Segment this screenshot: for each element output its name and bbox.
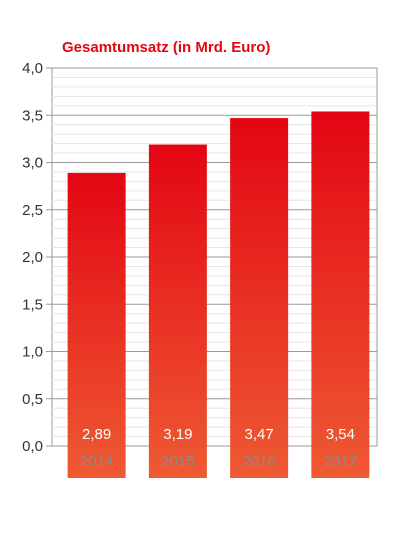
y-tick-label: 3,0 <box>22 155 43 172</box>
x-category-label: 2015 <box>161 453 194 470</box>
bar-value-label: 3,54 <box>326 426 355 443</box>
x-category-label: 2014 <box>80 453 113 470</box>
y-tick-label: 0,5 <box>22 391 43 408</box>
bar <box>311 111 370 478</box>
y-tick-label: 2,5 <box>22 202 43 219</box>
y-tick-label: 0,0 <box>22 438 43 455</box>
y-tick-label: 3,5 <box>22 107 43 124</box>
labels: 2,89 2014 3,19 2015 3,47 2016 3,54 2017 <box>80 426 357 470</box>
bar <box>67 172 126 478</box>
y-tick-label: 1,0 <box>22 344 43 361</box>
bar <box>230 118 289 479</box>
bar-value-label: 3,47 <box>245 426 274 443</box>
x-category-label: 2016 <box>242 453 275 470</box>
y-tick-label: 4,0 <box>22 60 43 77</box>
y-tick-label: 2,0 <box>22 249 43 266</box>
y-axis: 0,0 0,5 1,0 1,5 2,0 2,5 3,0 3,5 4,0 <box>22 60 52 455</box>
chart-title: Gesamtumsatz (in Mrd. Euro) <box>62 39 270 56</box>
bar-value-label: 2,89 <box>82 426 111 443</box>
bar-value-label: 3,19 <box>163 426 192 443</box>
y-tick-label: 1,5 <box>22 296 43 313</box>
bar <box>148 144 207 479</box>
bars <box>67 111 370 479</box>
x-category-label: 2017 <box>324 453 357 470</box>
